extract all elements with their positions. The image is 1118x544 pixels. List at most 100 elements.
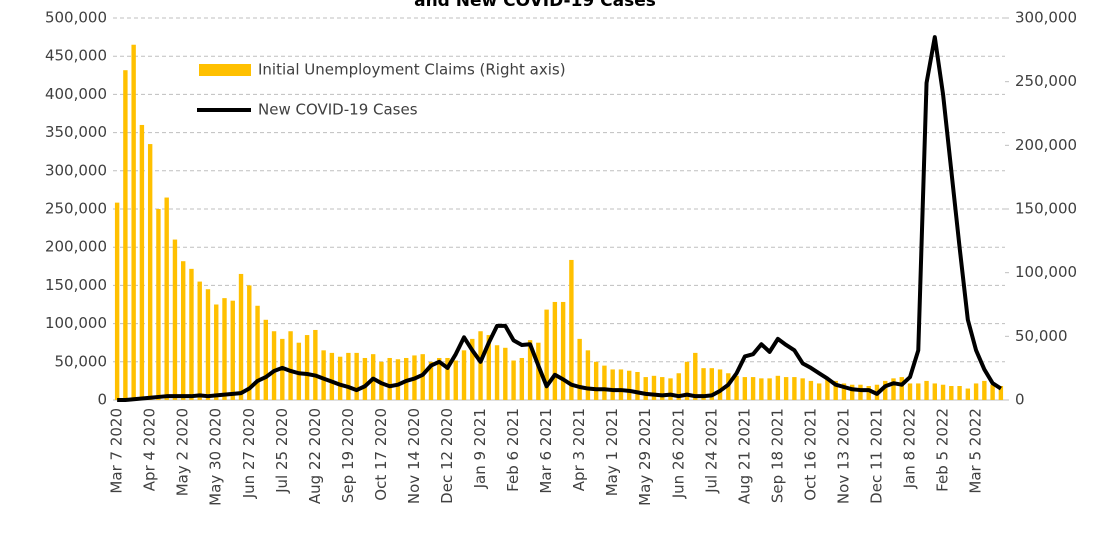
x-tick-label: Jul 25 2020 [273, 408, 291, 494]
bar [329, 352, 335, 400]
bar [825, 379, 830, 400]
y-tick-label: 450,000 [45, 47, 107, 65]
y-tick-label: 250,000 [45, 200, 107, 218]
bar [395, 359, 401, 400]
y-tick-label: 200,000 [45, 238, 107, 256]
x-tick-label: Nov 13 2021 [834, 408, 852, 504]
bar [379, 361, 384, 400]
bar [577, 338, 582, 400]
y2-tick-label: 0 [1015, 391, 1025, 409]
bar [189, 268, 194, 400]
bar [172, 239, 178, 400]
bar [709, 368, 714, 400]
y-tick-label: 500,000 [45, 9, 107, 27]
x-tick-label: Jun 27 2020 [240, 408, 258, 499]
bar [139, 124, 145, 401]
bar [866, 385, 871, 400]
legend-label: Initial Unemployment Claims (Right axis) [258, 61, 566, 79]
x-tick-label: Jul 24 2021 [702, 408, 720, 494]
bar [660, 377, 665, 400]
bar [973, 383, 979, 400]
bar [965, 388, 971, 400]
x-tick-label: Sep 19 2020 [339, 408, 357, 503]
x-tick-label: Dec 11 2021 [867, 408, 885, 504]
y2-tick-label: 300,000 [1015, 9, 1077, 27]
bar [816, 383, 822, 400]
bar [461, 350, 467, 400]
bar [313, 329, 318, 400]
bar [478, 331, 483, 400]
bar [544, 309, 549, 400]
bar [387, 357, 392, 400]
x-tick-label: Nov 14 2020 [405, 408, 423, 504]
bar [536, 342, 541, 400]
bar [494, 345, 500, 400]
y-tick-label: 300,000 [45, 161, 107, 179]
bar [750, 377, 756, 400]
bar [560, 301, 566, 400]
x-tick-label: May 30 2020 [207, 408, 225, 506]
y-tick-label: 0 [97, 391, 107, 409]
x-tick-label: May 29 2021 [636, 408, 654, 506]
bar [808, 380, 814, 400]
bar [982, 380, 987, 400]
y-tick-label: 400,000 [45, 85, 107, 103]
bar [321, 350, 326, 400]
bar [156, 209, 161, 400]
bar [899, 377, 904, 400]
x-tick-label: May 1 2021 [603, 408, 621, 496]
bar [362, 357, 368, 400]
x-tick-label: Aug 22 2020 [306, 408, 324, 504]
x-tick-label: Oct 17 2020 [372, 408, 390, 501]
bar [486, 335, 491, 400]
bar [949, 385, 954, 400]
bar [602, 365, 607, 400]
bar [651, 375, 657, 400]
bar [238, 273, 244, 400]
bar [255, 305, 260, 400]
bar [684, 361, 690, 400]
x-tick-label: Mar 7 2020 [108, 408, 126, 494]
bar [990, 384, 995, 400]
bar [453, 360, 458, 400]
bar [792, 377, 797, 400]
y-tick-label: 150,000 [45, 276, 107, 294]
bar [131, 44, 136, 401]
x-tick-label: Feb 5 2022 [934, 408, 952, 492]
bar [618, 369, 624, 400]
bar [288, 331, 293, 400]
x-tick-label: Aug 21 2021 [735, 408, 753, 504]
bar [181, 261, 186, 400]
bar [957, 385, 962, 400]
bar [833, 380, 838, 400]
line [117, 35, 1002, 402]
bar [114, 202, 120, 400]
bar [585, 350, 591, 400]
bar [783, 377, 789, 400]
x-tick-label: Oct 16 2021 [801, 408, 819, 501]
bar [214, 304, 219, 400]
bar [940, 384, 946, 400]
bar [247, 285, 252, 400]
bar [420, 354, 425, 400]
bar [123, 70, 128, 400]
bar [767, 378, 772, 400]
bar [916, 383, 921, 400]
x-tick-label: Jun 26 2021 [669, 408, 687, 499]
bar [511, 360, 516, 400]
bar [907, 383, 913, 400]
bar [858, 384, 863, 400]
y2-tick-label: 50,000 [1015, 327, 1068, 345]
bar [800, 378, 805, 400]
bar [701, 368, 706, 400]
bar [164, 197, 169, 400]
bar [924, 380, 929, 400]
legend-swatch [199, 64, 251, 76]
x-tick-label: Apr 3 2021 [570, 408, 588, 491]
bar [346, 352, 351, 400]
x-tick-label: Apr 4 2020 [141, 408, 159, 491]
x-tick-label: Mar 5 2022 [967, 408, 985, 494]
y2-tick-label: 200,000 [1015, 136, 1077, 154]
x-tick-label: Jan 9 2021 [471, 408, 489, 489]
bar [668, 378, 673, 400]
